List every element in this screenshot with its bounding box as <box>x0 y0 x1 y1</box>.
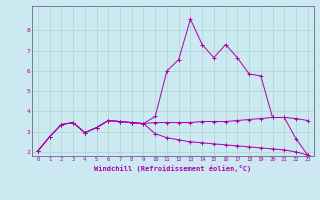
X-axis label: Windchill (Refroidissement éolien,°C): Windchill (Refroidissement éolien,°C) <box>94 165 252 172</box>
